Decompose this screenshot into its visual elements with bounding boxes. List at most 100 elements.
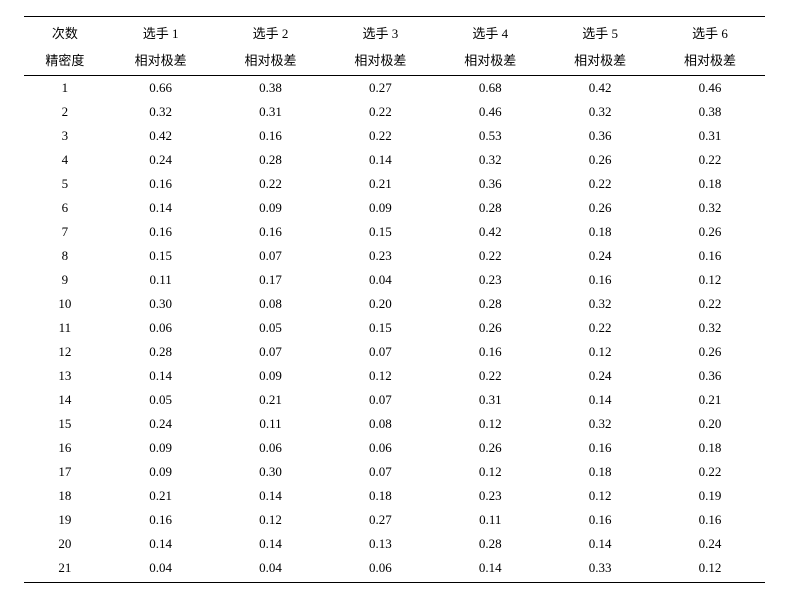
value-cell: 0.07: [216, 244, 326, 268]
value-cell: 0.53: [435, 124, 545, 148]
row-index-cell: 11: [24, 316, 106, 340]
row-index-cell: 20: [24, 532, 106, 556]
table-row: 180.210.140.180.230.120.19: [24, 484, 765, 508]
value-cell: 0.14: [325, 148, 435, 172]
value-cell: 0.21: [655, 388, 765, 412]
value-cell: 0.22: [545, 316, 655, 340]
table-row: 130.140.090.120.220.240.36: [24, 364, 765, 388]
value-cell: 0.28: [435, 292, 545, 316]
data-table: 次数 选手 1 选手 2 选手 3 选手 4 选手 5 选手 6 精密度 相对极…: [24, 16, 765, 583]
value-cell: 0.16: [545, 436, 655, 460]
row-index-cell: 8: [24, 244, 106, 268]
table-row: 50.160.220.210.360.220.18: [24, 172, 765, 196]
value-cell: 0.16: [545, 268, 655, 292]
value-cell: 0.17: [216, 268, 326, 292]
value-cell: 0.16: [216, 220, 326, 244]
value-cell: 0.23: [325, 244, 435, 268]
value-cell: 0.30: [106, 292, 216, 316]
value-cell: 0.12: [655, 268, 765, 292]
value-cell: 0.16: [655, 244, 765, 268]
value-cell: 0.12: [325, 364, 435, 388]
value-cell: 0.05: [216, 316, 326, 340]
value-cell: 0.20: [325, 292, 435, 316]
header-cell: 选手 5: [545, 17, 655, 47]
value-cell: 0.12: [545, 484, 655, 508]
value-cell: 0.38: [216, 76, 326, 101]
value-cell: 0.04: [325, 268, 435, 292]
value-cell: 0.22: [655, 292, 765, 316]
value-cell: 0.42: [435, 220, 545, 244]
value-cell: 0.32: [435, 148, 545, 172]
value-cell: 0.07: [325, 460, 435, 484]
value-cell: 0.32: [545, 100, 655, 124]
value-cell: 0.18: [655, 436, 765, 460]
table-body: 10.660.380.270.680.420.4620.320.310.220.…: [24, 76, 765, 583]
value-cell: 0.04: [216, 556, 326, 583]
value-cell: 0.30: [216, 460, 326, 484]
value-cell: 0.22: [216, 172, 326, 196]
value-cell: 0.46: [655, 76, 765, 101]
value-cell: 0.09: [216, 364, 326, 388]
value-cell: 0.14: [106, 364, 216, 388]
value-cell: 0.16: [106, 172, 216, 196]
value-cell: 0.08: [216, 292, 326, 316]
value-cell: 0.15: [325, 220, 435, 244]
value-cell: 0.09: [106, 460, 216, 484]
value-cell: 0.15: [106, 244, 216, 268]
value-cell: 0.11: [106, 268, 216, 292]
value-cell: 0.14: [435, 556, 545, 583]
table-row: 30.420.160.220.530.360.31: [24, 124, 765, 148]
row-index-cell: 4: [24, 148, 106, 172]
value-cell: 0.42: [106, 124, 216, 148]
value-cell: 0.36: [545, 124, 655, 148]
header-cell: 选手 4: [435, 17, 545, 47]
value-cell: 0.07: [325, 388, 435, 412]
value-cell: 0.15: [325, 316, 435, 340]
value-cell: 0.07: [325, 340, 435, 364]
table-row: 70.160.160.150.420.180.26: [24, 220, 765, 244]
value-cell: 0.24: [545, 364, 655, 388]
header-cell: 选手 3: [325, 17, 435, 47]
table-row: 140.050.210.070.310.140.21: [24, 388, 765, 412]
value-cell: 0.14: [216, 484, 326, 508]
value-cell: 0.22: [655, 460, 765, 484]
value-cell: 0.24: [545, 244, 655, 268]
table-header: 次数 选手 1 选手 2 选手 3 选手 4 选手 5 选手 6 精密度 相对极…: [24, 17, 765, 76]
value-cell: 0.22: [435, 364, 545, 388]
value-cell: 0.23: [435, 484, 545, 508]
value-cell: 0.22: [325, 100, 435, 124]
row-index-cell: 6: [24, 196, 106, 220]
table-row: 150.240.110.080.120.320.20: [24, 412, 765, 436]
row-index-cell: 3: [24, 124, 106, 148]
value-cell: 0.21: [216, 388, 326, 412]
row-index-cell: 14: [24, 388, 106, 412]
value-cell: 0.31: [216, 100, 326, 124]
header-cell: 相对极差: [325, 46, 435, 76]
value-cell: 0.28: [435, 532, 545, 556]
value-cell: 0.46: [435, 100, 545, 124]
value-cell: 0.21: [106, 484, 216, 508]
header-cell: 选手 1: [106, 17, 216, 47]
table-row: 120.280.070.070.160.120.26: [24, 340, 765, 364]
value-cell: 0.22: [655, 148, 765, 172]
value-cell: 0.08: [325, 412, 435, 436]
value-cell: 0.09: [216, 196, 326, 220]
value-cell: 0.07: [216, 340, 326, 364]
value-cell: 0.26: [655, 220, 765, 244]
table-row: 160.090.060.060.260.160.18: [24, 436, 765, 460]
value-cell: 0.24: [655, 532, 765, 556]
value-cell: 0.66: [106, 76, 216, 101]
value-cell: 0.33: [545, 556, 655, 583]
value-cell: 0.18: [545, 220, 655, 244]
value-cell: 0.16: [655, 508, 765, 532]
value-cell: 0.42: [545, 76, 655, 101]
row-index-cell: 10: [24, 292, 106, 316]
header-row-1: 次数 选手 1 选手 2 选手 3 选手 4 选手 5 选手 6: [24, 17, 765, 47]
value-cell: 0.12: [545, 340, 655, 364]
value-cell: 0.27: [325, 508, 435, 532]
value-cell: 0.06: [216, 436, 326, 460]
value-cell: 0.18: [545, 460, 655, 484]
value-cell: 0.12: [655, 556, 765, 583]
value-cell: 0.11: [435, 508, 545, 532]
value-cell: 0.06: [325, 436, 435, 460]
